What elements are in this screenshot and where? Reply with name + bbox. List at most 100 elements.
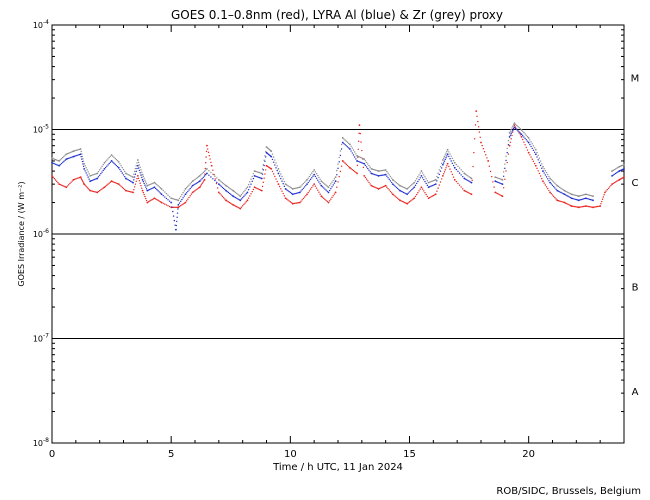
data-point	[579, 195, 581, 197]
data-point	[440, 167, 443, 169]
data-point	[106, 159, 108, 161]
data-point	[506, 161, 508, 164]
data-point	[149, 188, 151, 191]
data-point	[142, 175, 145, 178]
data-point	[471, 179, 473, 182]
data-point	[427, 197, 430, 200]
data-point	[467, 179, 469, 182]
data-point	[204, 167, 207, 170]
data-point	[532, 145, 535, 147]
data-point	[122, 187, 125, 190]
data-point	[318, 181, 320, 183]
data-point	[499, 182, 501, 184]
data-point	[510, 138, 512, 140]
data-point	[473, 151, 475, 154]
data-point	[109, 155, 112, 158]
data-point	[332, 179, 334, 182]
data-point	[73, 150, 76, 152]
data-point	[369, 183, 371, 185]
data-point	[75, 149, 77, 152]
data-point	[600, 203, 602, 205]
data-point	[382, 174, 384, 176]
data-point	[379, 170, 381, 172]
data-point	[145, 199, 148, 202]
data-point	[472, 165, 474, 168]
data-point	[224, 198, 226, 200]
data-point	[122, 168, 125, 171]
data-point	[597, 205, 599, 208]
data-point	[159, 201, 162, 203]
data-point	[287, 185, 289, 187]
data-point	[485, 154, 487, 156]
data-point	[167, 194, 169, 196]
data-point	[180, 200, 182, 203]
data-point	[589, 198, 592, 201]
data-point	[89, 174, 92, 177]
data-point	[251, 180, 253, 183]
data-point	[607, 187, 610, 189]
data-point	[300, 185, 302, 187]
data-point	[135, 180, 137, 183]
data-point	[298, 201, 301, 204]
data-point	[115, 158, 118, 161]
data-point	[182, 192, 184, 194]
data-point	[612, 182, 614, 185]
data-point	[298, 186, 301, 189]
data-point	[154, 187, 157, 190]
data-point	[570, 197, 573, 200]
data-point	[158, 186, 160, 188]
data-point	[543, 172, 545, 174]
data-point	[165, 204, 168, 206]
data-point	[79, 153, 82, 156]
data-point	[93, 173, 95, 176]
data-point	[114, 163, 116, 166]
data-point	[58, 183, 61, 186]
data-point	[399, 184, 401, 187]
data-point	[277, 183, 280, 186]
data-point	[317, 179, 319, 181]
data-point	[407, 202, 410, 204]
data-point	[177, 206, 180, 209]
data-point	[191, 191, 194, 194]
data-point	[120, 170, 122, 173]
data-point	[58, 164, 61, 167]
data-point	[76, 149, 78, 151]
data-point	[168, 200, 171, 202]
data-point	[453, 166, 456, 169]
data-point	[249, 186, 251, 188]
data-point	[566, 191, 568, 193]
data-point	[611, 183, 613, 186]
data-point	[131, 181, 133, 183]
data-point	[574, 198, 576, 200]
data-point	[592, 199, 594, 202]
data-point	[133, 173, 135, 175]
data-point	[549, 181, 552, 184]
data-point	[458, 184, 461, 186]
data-point	[623, 163, 625, 166]
data-point	[139, 182, 141, 184]
data-point	[356, 164, 359, 167]
data-point	[157, 190, 159, 192]
data-point	[365, 161, 368, 164]
data-point	[121, 172, 124, 174]
data-point	[158, 191, 160, 193]
data-point	[232, 195, 235, 198]
data-point	[63, 160, 65, 163]
data-point	[382, 186, 384, 188]
data-point	[62, 161, 64, 164]
data-point	[298, 191, 301, 194]
data-point	[466, 174, 468, 176]
data-point	[386, 186, 388, 188]
data-point	[138, 180, 141, 182]
data-point	[401, 191, 404, 193]
data-point	[406, 188, 409, 190]
data-point	[369, 166, 371, 168]
data-point	[350, 145, 352, 148]
data-point	[387, 177, 389, 179]
data-point	[176, 206, 178, 209]
data-point	[496, 192, 499, 195]
data-point	[205, 174, 207, 176]
data-point	[588, 198, 591, 200]
data-point	[128, 190, 131, 193]
data-point	[85, 172, 87, 174]
